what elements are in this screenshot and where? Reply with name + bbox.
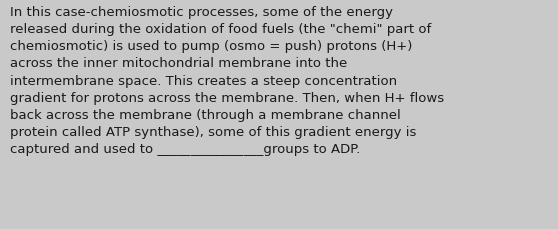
Text: In this case-chemiosmotic processes, some of the energy
released during the oxid: In this case-chemiosmotic processes, som… [10,6,444,156]
